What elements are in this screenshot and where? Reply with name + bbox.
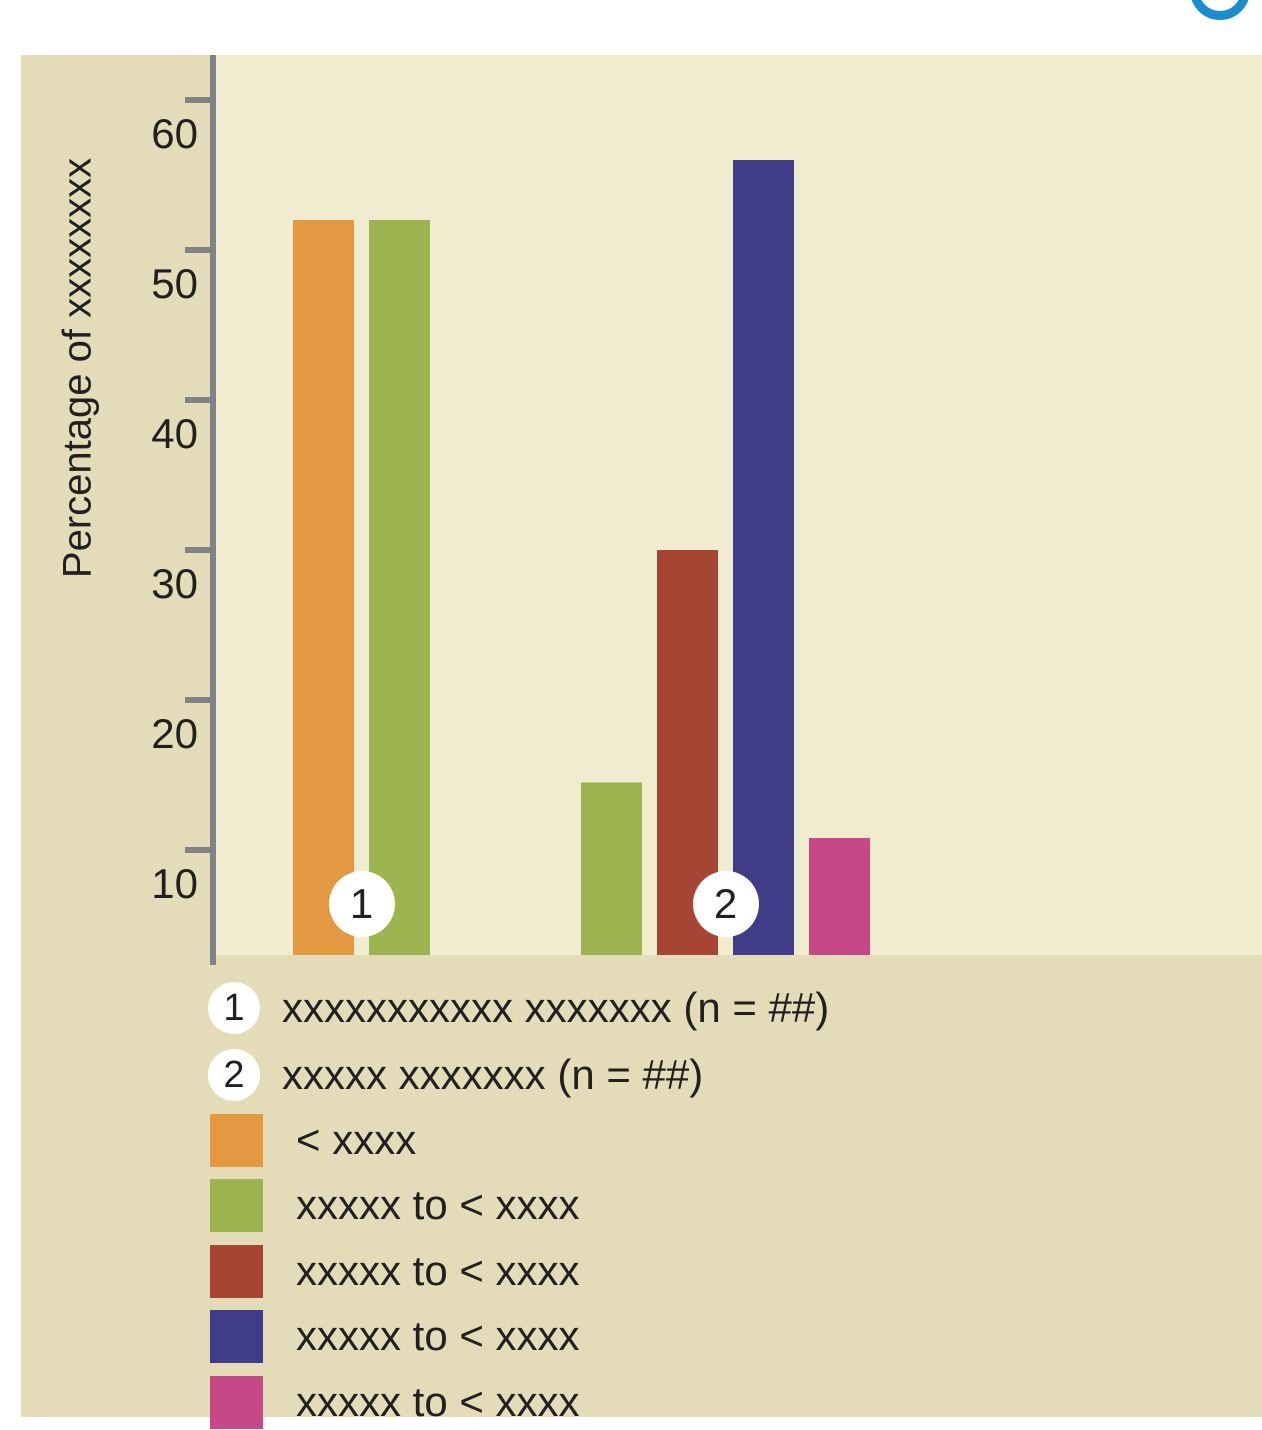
legend-swatch: [210, 1375, 263, 1429]
group-marker-1: 1: [328, 871, 395, 937]
group-marker-2: 2: [692, 871, 759, 937]
bar: [733, 160, 794, 955]
legend-label: xxxxx to < xxxx: [296, 1247, 580, 1294]
y-tick-label: 30: [151, 560, 198, 607]
legend-group-marker: 2: [208, 1049, 260, 1101]
bar: [809, 838, 870, 955]
legend-item: xxxxx to < xxxx: [210, 1308, 580, 1364]
bar: [369, 220, 430, 955]
y-tick-label: 10: [151, 860, 198, 907]
legend-label: xxxxx to < xxxx: [296, 1378, 580, 1425]
y-tick-label: 60: [151, 110, 198, 157]
legend-group-2: 2 xxxxx xxxxxxx (n = ##): [208, 1047, 704, 1103]
legend-swatch: [210, 1244, 263, 1298]
legend-swatch: [210, 1113, 263, 1167]
y-tick-label: 40: [151, 410, 198, 457]
y-tick-label: 50: [151, 260, 198, 307]
legend-item: < xxxx: [210, 1112, 416, 1168]
y-tick-label: 20: [151, 710, 198, 757]
bar: [293, 220, 354, 955]
legend-label: < xxxx: [296, 1116, 417, 1163]
bar: [581, 782, 642, 955]
legend-item: xxxxx to < xxxx: [210, 1374, 580, 1430]
legend-group-label: xxxxx xxxxxxx (n = ##): [282, 1051, 704, 1098]
legend-item: xxxxx to < xxxx: [210, 1243, 580, 1299]
legend-label: xxxxx to < xxxx: [296, 1312, 580, 1359]
legend-group-label: xxxxxxxxxxx xxxxxxx (n = ##): [282, 984, 830, 1031]
legend-item: xxxxx to < xxxx: [210, 1177, 580, 1233]
legend-swatch: [210, 1309, 263, 1363]
legend-swatch: [210, 1178, 263, 1232]
legend-label: xxxxx to < xxxx: [296, 1181, 580, 1228]
y-axis-title: Percentage of xxxxxxxx: [55, 157, 100, 579]
legend-group-marker: 1: [208, 982, 260, 1034]
legend-group-1: 1 xxxxxxxxxxx xxxxxxx (n = ##): [208, 980, 830, 1036]
